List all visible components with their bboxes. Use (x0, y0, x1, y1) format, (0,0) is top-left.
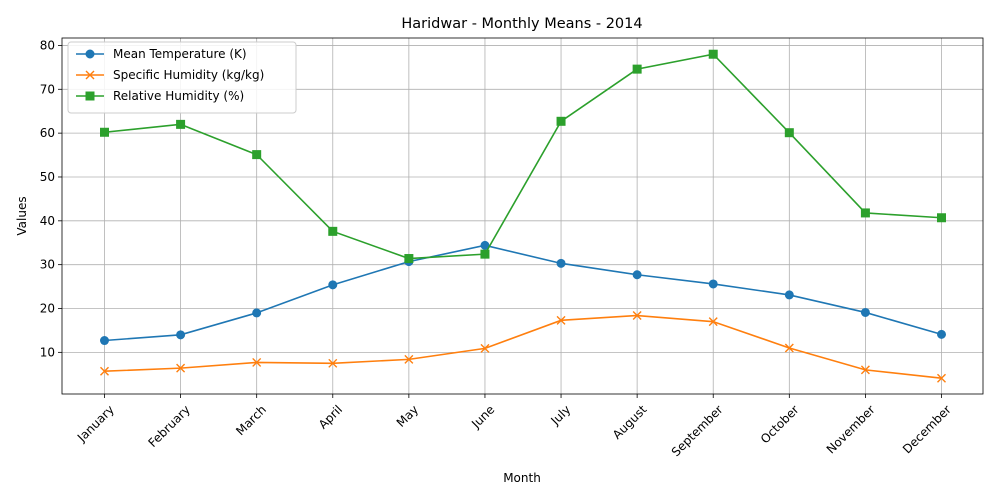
data-point-relative-humidity (252, 150, 262, 160)
data-point-mean-temperature (632, 270, 642, 280)
y-tick-label: 60 (40, 126, 55, 140)
data-point-specific-humidity (708, 317, 718, 327)
data-point-relative-humidity (404, 254, 414, 264)
legend-box (67, 41, 297, 114)
data-point-relative-humidity (100, 127, 109, 137)
chart-title: Haridwar - Monthly Means - 2014 (401, 16, 642, 32)
data-point-specific-humidity-stroke (480, 343, 490, 353)
data-point-specific-humidity (784, 343, 794, 353)
data-point-specific-humidity (176, 363, 186, 373)
data-point-specific-humidity-stroke (176, 363, 186, 373)
y-tick-label: 10 (40, 345, 55, 359)
data-point-specific-humidity-stroke (404, 354, 414, 364)
data-point-relative-humidity (556, 116, 566, 126)
series-group (100, 49, 946, 383)
legend-marker (85, 49, 95, 59)
legend-marker-stroke (85, 70, 95, 80)
data-point-relative-humidity (480, 249, 490, 259)
x-axis-title: Month (503, 471, 541, 485)
data-point-specific-humidity-stroke (708, 317, 718, 327)
data-point-mean-temperature (708, 279, 718, 289)
y-tick-label: 80 (40, 38, 55, 52)
data-point-specific-humidity-stroke (100, 366, 109, 376)
data-point-specific-humidity-stroke (328, 358, 338, 368)
data-point-relative-humidity (708, 49, 718, 59)
data-point-relative-humidity (860, 208, 870, 218)
series-specific-humidity (100, 311, 946, 383)
data-point-specific-humidity (556, 315, 566, 325)
y-tick-label: 70 (40, 82, 55, 96)
data-point-specific-humidity (860, 365, 870, 375)
legend-marker (85, 70, 95, 80)
y-tick-label: 50 (40, 170, 55, 184)
data-point-mean-temperature (252, 308, 262, 318)
data-point-specific-humidity (404, 354, 414, 364)
data-point-mean-temperature (100, 336, 109, 346)
data-point-specific-humidity-stroke (556, 315, 566, 325)
data-point-specific-humidity (100, 366, 109, 376)
data-point-mean-temperature (784, 290, 794, 300)
data-point-mean-temperature (480, 240, 490, 250)
legend-label: Mean Temperature (K) (113, 47, 247, 61)
data-point-relative-humidity (937, 213, 946, 223)
series-relative-humidity (100, 49, 946, 264)
data-point-relative-humidity (784, 128, 794, 138)
data-point-specific-humidity (328, 358, 338, 368)
y-tick-label: 40 (40, 214, 55, 228)
data-point-specific-humidity-stroke (252, 357, 262, 367)
legend-label: Specific Humidity (kg/kg) (113, 68, 264, 82)
data-point-relative-humidity (632, 64, 642, 74)
data-point-specific-humidity (480, 343, 490, 353)
y-axis-title: Values (15, 196, 29, 235)
legend-marker (85, 91, 95, 101)
series-mean-temperature (100, 240, 946, 346)
data-point-mean-temperature (556, 258, 566, 268)
data-point-specific-humidity-stroke (860, 365, 870, 375)
data-point-relative-humidity (328, 226, 338, 236)
data-point-specific-humidity-stroke (937, 373, 946, 383)
data-point-mean-temperature (328, 280, 338, 290)
series-line-mean-temperature (104, 244, 942, 342)
series-line-relative-humidity (104, 53, 942, 260)
data-point-specific-humidity (632, 311, 642, 321)
data-point-mean-temperature (860, 307, 870, 317)
data-point-specific-humidity (937, 373, 946, 383)
data-point-specific-humidity (252, 357, 262, 367)
data-point-specific-humidity-stroke (784, 343, 794, 353)
y-tick-label: 20 (40, 302, 55, 316)
series-line-specific-humidity (104, 314, 942, 380)
data-point-relative-humidity (176, 119, 186, 129)
y-tick-label: 30 (40, 258, 55, 272)
legend: Mean Temperature (K) Specific Humidity (k… (67, 41, 297, 114)
data-point-specific-humidity-stroke (632, 311, 642, 321)
data-point-mean-temperature (176, 330, 186, 340)
data-point-mean-temperature (937, 329, 946, 339)
legend-label: Relative Humidity (%) (113, 89, 244, 103)
plot-frame (61, 37, 984, 395)
